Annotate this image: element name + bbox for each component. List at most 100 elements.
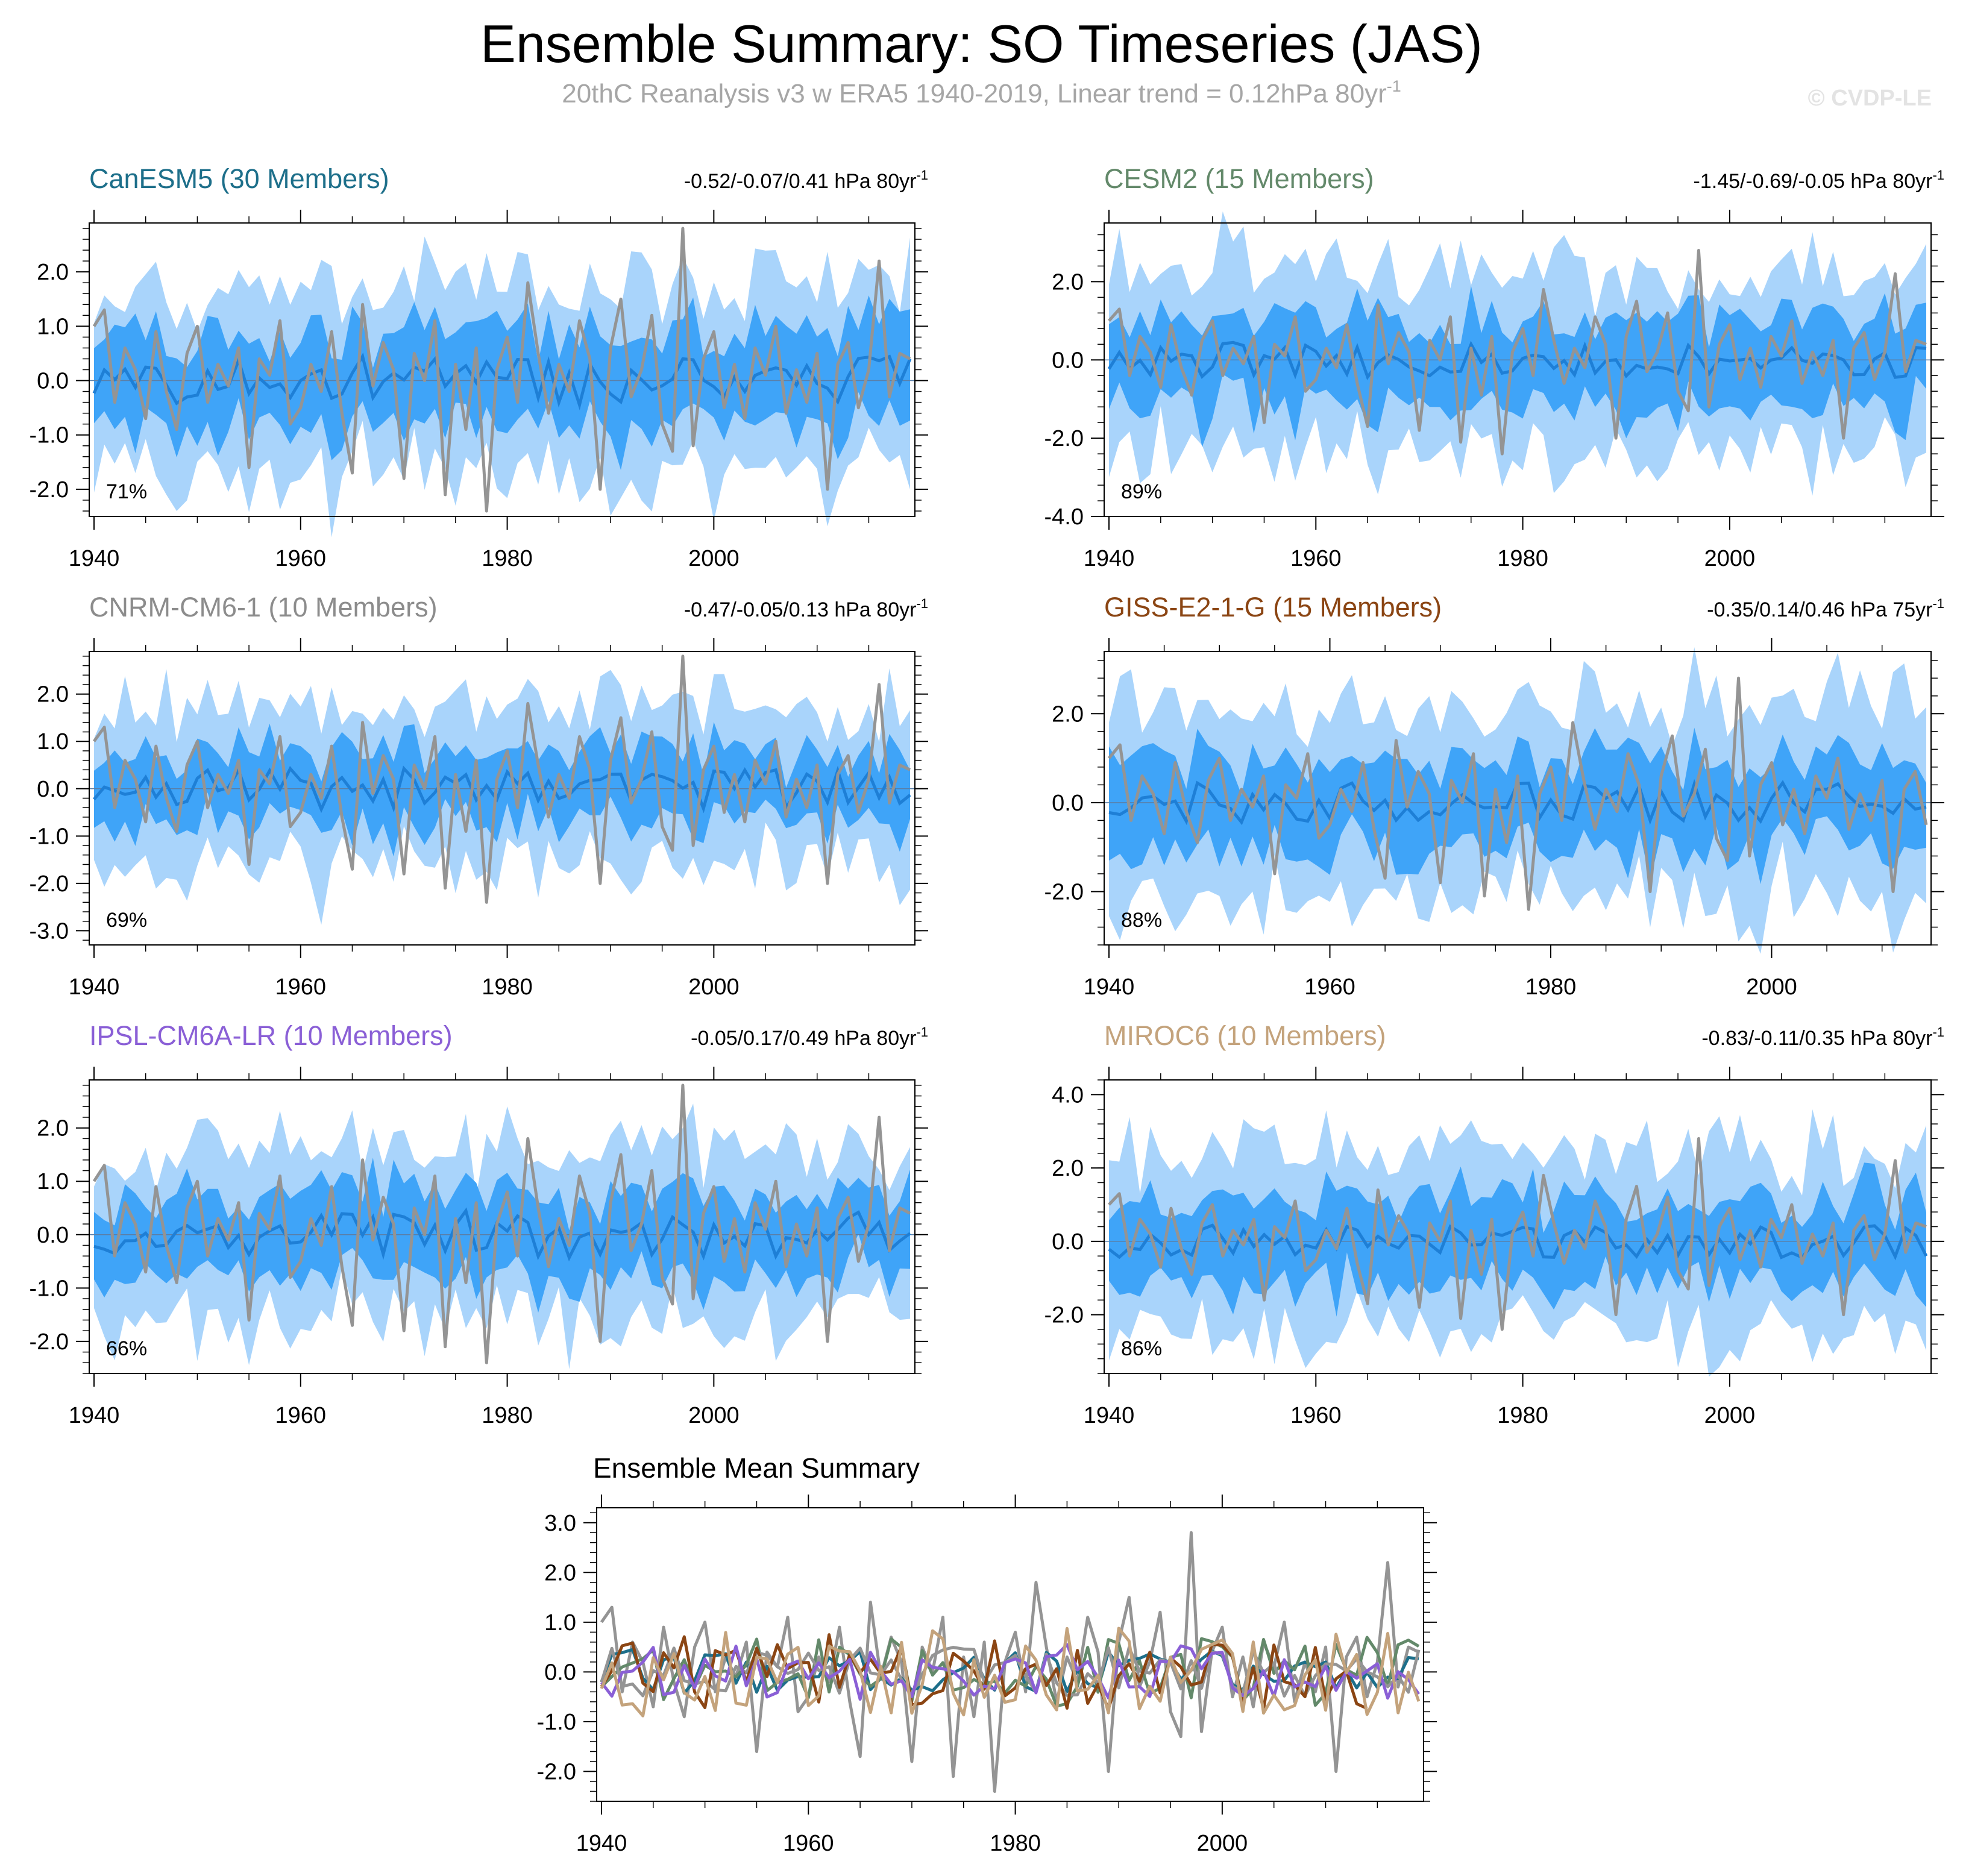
percent-label: 66% [106, 1337, 147, 1360]
y-tick-label: 2.0 [37, 260, 69, 285]
y-tick-label: -2.0 [1044, 1303, 1084, 1328]
y-tick-label: 3.0 [544, 1511, 576, 1536]
y-tick-label: 0.0 [1052, 791, 1084, 816]
y-tick-label: 0.0 [1052, 348, 1084, 373]
x-tick-label: 1980 [1497, 546, 1548, 571]
series-line-MIROC6 [600, 1627, 1421, 1718]
x-tick-label: 1980 [990, 1831, 1041, 1856]
inner-spread-band [1109, 1162, 1926, 1317]
main-title: Ensemble Summary: SO Timeseries (JAS) [480, 14, 1483, 74]
series-line-20thC Reanalysis v3 w ERA5 [600, 1531, 1420, 1793]
trend-range-label: -0.52/-0.07/0.41 hPa 80yr-1 [684, 168, 928, 193]
x-tick-label: 2000 [688, 1403, 740, 1428]
observed-line [1108, 1137, 1927, 1331]
y-tick-label: -1.0 [30, 824, 69, 849]
x-tick-label: 1940 [1084, 546, 1135, 571]
subtitle-text: 20thC Reanalysis v3 w ERA5 1940-2019, Li… [562, 79, 1387, 108]
y-tick-label: -2.0 [1044, 879, 1084, 905]
subtitle: 20thC Reanalysis v3 w ERA5 1940-2019, Li… [0, 77, 1963, 109]
panel-title: GISS-E2-1-G (15 Members) [1104, 592, 1442, 623]
y-tick-label: -2.0 [30, 1329, 69, 1355]
percent-label: 69% [106, 909, 147, 932]
x-tick-label: 1940 [69, 974, 120, 1000]
panel-MIROC6: MIROC6 (10 Members) -0.83/-0.11/0.35 hPa … [1104, 1020, 1944, 1377]
y-tick-label: 1.0 [544, 1610, 576, 1636]
series-line-CNRM-CM6-1 [600, 1646, 1421, 1698]
y-tick-label: 0.0 [37, 369, 69, 394]
panel-ensemble-mean-summary: Ensemble Mean Summary [593, 1452, 1421, 1793]
y-tick-label: 0.0 [37, 777, 69, 802]
panel-GISS-E2-1-G: GISS-E2-1-G (15 Members) -0.35/0.14/0.46 … [1104, 592, 1944, 954]
y-tick-label: -2.0 [30, 871, 69, 897]
x-tick-label: 1960 [1290, 546, 1342, 571]
observed-line [92, 1084, 911, 1364]
x-tick-label: 2000 [1197, 1831, 1248, 1856]
y-tick-label: 1.0 [37, 1169, 69, 1194]
observed-line [1108, 676, 1928, 911]
percent-label: 71% [106, 480, 147, 503]
y-tick-label: 2.0 [37, 682, 69, 707]
plot-frame-6 [596, 1507, 1424, 1802]
x-tick-label: 1940 [576, 1831, 627, 1856]
y-tick-label: -2.0 [1044, 426, 1084, 451]
x-tick-label: 2000 [688, 546, 740, 571]
x-tick-label: 1940 [1084, 1403, 1135, 1428]
x-tick-label: 1960 [1290, 1403, 1342, 1428]
y-tick-label: 2.0 [544, 1560, 576, 1586]
x-tick-label: 2000 [1704, 1403, 1756, 1428]
x-tick-label: 1940 [69, 1403, 120, 1428]
y-tick-label: -3.0 [30, 918, 69, 944]
x-tick-label: 1960 [783, 1831, 834, 1856]
plot-frame-3 [1104, 651, 1932, 946]
x-tick-label: 1980 [482, 974, 533, 1000]
panel-title: CanESM5 (30 Members) [89, 163, 389, 194]
copyright-watermark: © CVDP-LE [1808, 86, 1932, 111]
observed-line [92, 227, 911, 513]
x-tick-label: 2000 [1746, 974, 1797, 1000]
panel-CNRM-CM6-1: CNRM-CM6-1 (10 Members) -0.47/-0.05/0.13 … [89, 592, 928, 932]
y-tick-label: 1.0 [37, 314, 69, 339]
y-tick-label: -1.0 [30, 1276, 69, 1301]
trend-range-label: -0.47/-0.05/0.13 hPa 80yr-1 [684, 596, 928, 621]
y-tick-label: 4.0 [1052, 1082, 1084, 1108]
percent-label: 86% [1121, 1337, 1162, 1360]
x-tick-label: 1960 [275, 546, 327, 571]
y-tick-label: 0.0 [37, 1223, 69, 1248]
trend-range-label: -1.45/-0.69/-0.05 hPa 80yr-1 [1694, 168, 1944, 193]
y-tick-label: 0.0 [1052, 1229, 1084, 1255]
ensemble-mean-line [93, 1207, 911, 1262]
y-tick-label: -4.0 [1044, 504, 1084, 530]
panel-CESM2: CESM2 (15 Members) -1.45/-0.69/-0.05 hPa … [1104, 163, 1944, 503]
observed-line [1108, 249, 1927, 456]
x-tick-label: 1980 [1497, 1403, 1548, 1428]
plot-frame-1 [1104, 222, 1932, 517]
trend-range-label: -0.83/-0.11/0.35 hPa 80yr-1 [1701, 1024, 1944, 1050]
x-tick-label: 1940 [1084, 974, 1135, 1000]
y-tick-label: -2.0 [537, 1759, 576, 1784]
plot-frame-4 [89, 1079, 916, 1374]
y-tick-label: -2.0 [30, 477, 69, 503]
series-line-IPSL-CM6A-LR [600, 1643, 1421, 1701]
trend-range-label: -0.05/0.17/0.49 hPa 80yr-1 [691, 1024, 928, 1050]
inner-spread-band [94, 1158, 910, 1313]
y-tick-label: 2.0 [37, 1116, 69, 1141]
x-tick-label: 1980 [482, 546, 533, 571]
panel-title: CNRM-CM6-1 (10 Members) [89, 592, 438, 623]
observed-line [92, 654, 911, 904]
inner-spread-band [1109, 727, 1926, 885]
trend-range-label: -0.35/0.14/0.46 hPa 75yr-1 [1707, 596, 1944, 621]
inner-spread-band [94, 295, 910, 470]
subtitle-superscript: -1 [1386, 77, 1401, 95]
ensemble-mean-line [1108, 1223, 1928, 1261]
y-tick-label: 0.0 [544, 1660, 576, 1685]
panel-IPSL-CM6A-LR: IPSL-CM6A-LR (10 Members) -0.05/0.17/0.49… [89, 1020, 928, 1369]
percent-label: 89% [1121, 480, 1162, 503]
summary-title: Ensemble Mean Summary [593, 1452, 920, 1484]
x-tick-label: 2000 [688, 974, 740, 1000]
y-tick-label: -1.0 [30, 423, 69, 448]
x-tick-label: 2000 [1704, 546, 1756, 571]
y-tick-label: 1.0 [37, 729, 69, 754]
panel-title: CESM2 (15 Members) [1104, 163, 1374, 194]
y-tick-label: 2.0 [1052, 1156, 1084, 1181]
